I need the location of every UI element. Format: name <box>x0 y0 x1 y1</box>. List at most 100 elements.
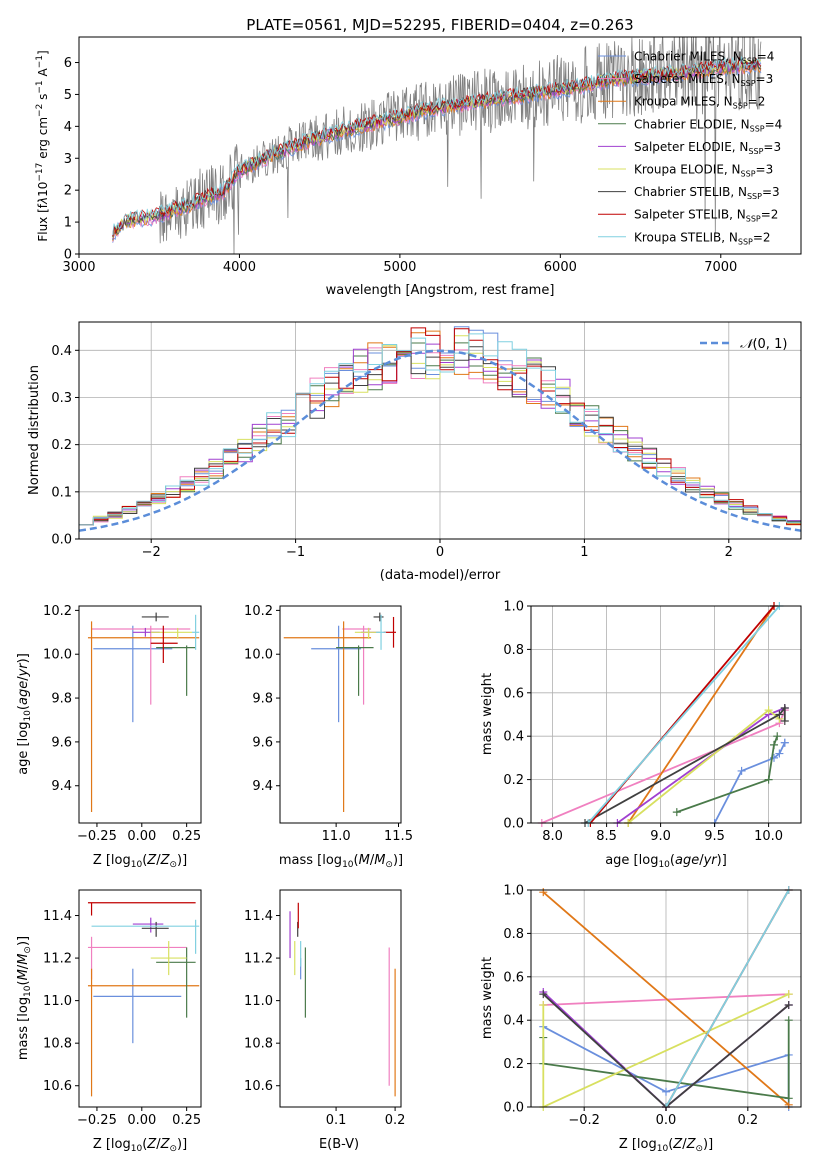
weight-marker <box>784 1016 793 1025</box>
age-mass-data-layer <box>283 612 397 813</box>
y-tick-label: 0.2 <box>51 438 72 453</box>
weight-Z-axes: −0.2 0.0 0.2 0.0 0.2 0.4 0.6 0.8 1.0 <box>503 884 802 1128</box>
x-tick-label: 3000 <box>62 260 95 275</box>
y-tick-label: 10.6 <box>43 1079 72 1094</box>
y-tick-label: 9.6 <box>51 735 72 750</box>
x-tick-label: −2 <box>142 545 161 560</box>
y-tick-label: 4 <box>64 120 72 135</box>
x-tick-label: 0.2 <box>737 1113 758 1128</box>
spectrum-ylabel: Flux [fλ10−17 erg cm−2 s−1 A−1] <box>35 50 50 241</box>
age-Z-xlabel: Z [log10(Z/Z⊙)] <box>93 853 187 870</box>
mass-Z-axes: −0.25 0.00 0.25 10.6 10.8 11.0 11.2 11.4 <box>43 889 202 1128</box>
y-tick-label: 11.0 <box>43 994 72 1009</box>
weight-age-axes: 8.0 8.5 9.0 9.5 10.0 0.0 0.2 0.4 0.6 0.8 1.0 <box>503 600 802 844</box>
age-Z-axes: −0.25 0.00 0.25 9.4 9.6 9.8 10.0 10.2 <box>43 604 202 844</box>
weight-Z-data-layer <box>531 886 801 1111</box>
y-tick-label: 0.6 <box>503 970 524 985</box>
mass-ebv-data-layer <box>289 902 396 1097</box>
mass-Z-xlabel: Z [log10(Z/Z⊙)] <box>93 1137 187 1154</box>
y-tick-label: 9.8 <box>252 692 273 707</box>
weight-Z-ylabel: mass weight <box>480 957 495 1039</box>
weight-age-xlabel: age [log10(age/yr)] <box>605 853 727 870</box>
y-tick-label: 10.2 <box>43 604 72 619</box>
y-tick-label: 0.4 <box>51 344 72 359</box>
x-tick-label: 11.5 <box>384 829 413 844</box>
x-tick-label: 8.5 <box>596 829 617 844</box>
residuals-xlabel: (data-model)/error <box>380 568 501 583</box>
x-tick-label: 0.2 <box>385 1113 406 1128</box>
weight-marker <box>775 749 784 758</box>
weight-line <box>665 889 790 1108</box>
x-tick-label: −1 <box>286 545 305 560</box>
y-tick-label: 1.0 <box>503 884 524 899</box>
residuals-panel: −2 −1 0 1 2 0.0 0.1 0.2 0.3 0.4 𝒩(0, 1) (data-mod… <box>27 321 802 583</box>
y-tick-label: 11.4 <box>43 909 72 924</box>
x-tick-label: 0.0 <box>656 1113 677 1128</box>
weight-marker <box>773 732 782 741</box>
weight-marker <box>780 717 789 726</box>
y-tick-label: 0.3 <box>51 391 72 406</box>
y-tick-label: 11.2 <box>244 952 273 967</box>
weight-age-data-layer <box>531 602 801 827</box>
spectrum-clipped <box>112 37 762 254</box>
weight-marker <box>764 706 773 715</box>
y-tick-label: 0.2 <box>503 1057 524 1072</box>
x-tick-label: 5000 <box>383 260 416 275</box>
weight-marker <box>539 1001 548 1010</box>
x-tick-label: 0.00 <box>127 829 156 844</box>
weight-line <box>627 605 775 824</box>
x-tick-label: 11.0 <box>322 829 351 844</box>
spectrum-legend: Chabrier MILES, NSSP=4 Salpeter MILES, NS… <box>598 50 782 246</box>
age-Z-panel: −0.25 0.00 0.25 9.4 9.6 9.8 10.0 10.2 Z [log10(… <box>16 604 202 870</box>
model-spectrum-line <box>112 55 762 236</box>
mass-Z-ylabel: mass [log10(M/M⊙)] <box>16 936 33 1060</box>
y-tick-label: 11.2 <box>43 952 72 967</box>
mass-Z-data-layer <box>87 902 200 1097</box>
spectrum-data-layer <box>112 37 762 254</box>
x-tick-label: 0.25 <box>172 1113 201 1128</box>
residuals-ylabel: Normed distribution <box>27 365 42 495</box>
legend-label: Kroupa ELODIE, NSSP=3 <box>634 163 773 179</box>
x-tick-label: −0.25 <box>77 1113 117 1128</box>
weight-marker <box>784 1094 793 1103</box>
weight-age-ylabel: mass weight <box>480 673 495 755</box>
legend-label: Chabrier STELIB, NSSP=3 <box>634 185 780 201</box>
legend-label: Chabrier MILES, NSSP=4 <box>634 50 774 66</box>
axes-frame <box>78 889 202 1108</box>
x-tick-label: 7000 <box>704 260 737 275</box>
spectrum-xlabel: wavelength [Angstrom, rest frame] <box>326 283 555 298</box>
weight-marker <box>662 1087 670 1096</box>
age-mass-axes: 11.0 11.5 9.4 9.6 9.8 10.0 10.2 <box>244 604 413 844</box>
x-tick-label: 1 <box>580 545 588 560</box>
residual-histogram <box>79 333 801 526</box>
age-Z-data-layer <box>87 612 200 813</box>
axes-frame <box>279 605 402 824</box>
figure-title: PLATE=0561, MJD=52295, FIBERID=0404, z=0… <box>246 16 633 34</box>
weight-line <box>584 705 786 824</box>
mass-ebv-xlabel: E(B-V) <box>319 1137 359 1152</box>
x-tick-label: 4000 <box>223 260 256 275</box>
weight-marker <box>672 808 681 817</box>
axes-frame <box>78 605 202 824</box>
residuals-legend: 𝒩(0, 1) <box>700 337 787 352</box>
x-tick-label: 8.0 <box>542 829 563 844</box>
age-mass-panel: 11.0 11.5 9.4 9.6 9.8 10.0 10.2 mass [log10(M/… <box>244 604 413 870</box>
residuals-data-layer <box>78 322 802 540</box>
x-tick-label: 6000 <box>544 260 577 275</box>
spectrum-axes: 3000 4000 5000 6000 7000 0 1 2 3 4 5 6 <box>62 36 802 275</box>
y-tick-label: 10.0 <box>244 648 273 663</box>
legend-label: Salpeter ELODIE, NSSP=3 <box>634 140 781 156</box>
legend-label: Chabrier ELODIE, NSSP=4 <box>634 117 782 133</box>
y-tick-label: 9.8 <box>51 692 72 707</box>
mass-Z-panel: −0.25 0.00 0.25 10.6 10.8 11.0 11.2 11.4 Z [log… <box>16 889 202 1154</box>
weight-Z-xlabel: Z [log10(Z/Z⊙)] <box>619 1137 713 1154</box>
y-tick-label: 11.4 <box>244 909 273 924</box>
y-tick-label: 6 <box>64 56 72 71</box>
y-tick-label: 0.1 <box>51 485 72 500</box>
y-tick-label: 1 <box>64 216 72 231</box>
age-mass-xlabel: mass [log10(M/M⊙)] <box>279 853 403 870</box>
weight-marker <box>539 990 548 999</box>
axes-frame <box>530 605 802 824</box>
y-tick-label: 10.6 <box>244 1079 273 1094</box>
